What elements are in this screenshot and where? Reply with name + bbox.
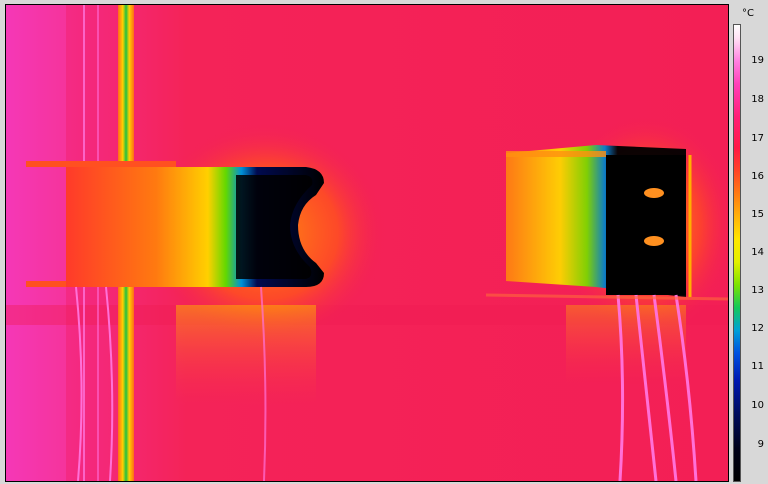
scale-tick: 18 xyxy=(751,94,764,105)
scale-tick: 11 xyxy=(751,361,764,372)
scale-tick: 13 xyxy=(751,285,764,296)
scale-tick: 12 xyxy=(751,323,764,334)
scale-tick: 17 xyxy=(751,133,764,144)
scale-tick: 10 xyxy=(751,400,764,411)
colorbar xyxy=(733,24,741,482)
scale-tick: 19 xyxy=(751,55,764,66)
scale-tick: 9 xyxy=(757,439,764,450)
scale-tick: 15 xyxy=(751,209,764,220)
thermal-scene xyxy=(6,5,728,481)
scale-unit-label: °C xyxy=(742,8,754,19)
temperature-scale: °C 19 18 17 16 15 14 13 12 11 10 9 xyxy=(730,4,766,482)
thermal-image xyxy=(5,4,729,482)
scale-tick: 16 xyxy=(751,171,764,182)
scale-tick: 14 xyxy=(751,247,764,258)
